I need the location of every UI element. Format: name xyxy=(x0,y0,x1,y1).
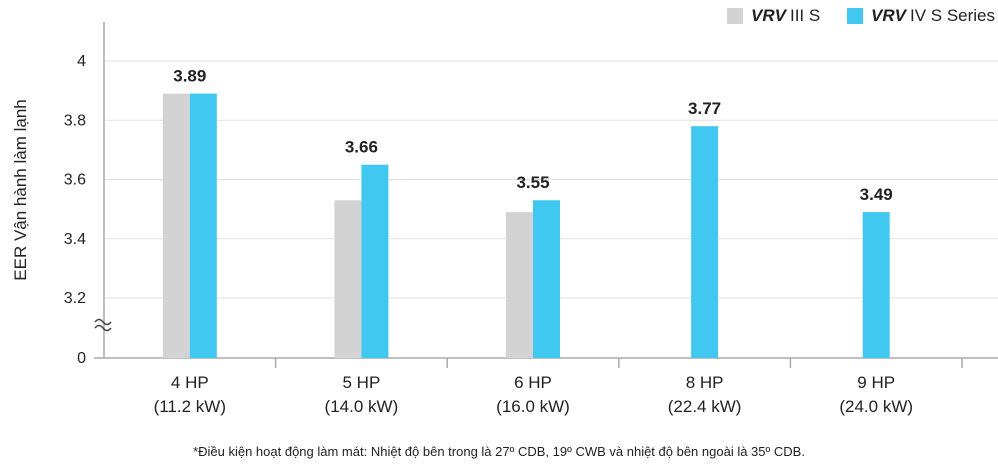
category-label: 9 HP xyxy=(857,373,895,392)
category-label: 6 HP xyxy=(514,373,552,392)
bar-vrv-iii-s xyxy=(162,93,190,359)
bar-vrv-iv-s xyxy=(361,164,389,358)
legend: VRV III S VRV IV S Series xyxy=(0,6,998,30)
y-tick-label: 3.2 xyxy=(64,290,86,307)
footnote: *Điều kiện hoạt động làm mát: Nhiệt độ b… xyxy=(193,444,805,459)
legend-brand: VRV xyxy=(871,6,906,25)
category-label: 4 HP xyxy=(171,373,209,392)
y-tick-label: 3.8 xyxy=(64,112,86,129)
y-tick-label: 3.4 xyxy=(64,231,86,248)
legend-swatch-gray xyxy=(727,8,743,24)
axis-break-icon xyxy=(94,318,112,332)
category-sublabel: (22.4 kW) xyxy=(668,397,742,416)
y-axis-label: EER Vận hành làm lạnh xyxy=(11,99,30,280)
legend-brand: VRV xyxy=(751,6,786,25)
bar-vrv-iv-s xyxy=(862,212,890,358)
category-sublabel: (14.0 kW) xyxy=(325,397,399,416)
legend-swatch-blue xyxy=(847,8,863,24)
data-label: 3.66 xyxy=(345,138,378,157)
y-tick-label: 3.6 xyxy=(64,172,86,189)
legend-item-vrv-iv-s: VRV IV S Series xyxy=(847,6,995,26)
category-label: 8 HP xyxy=(686,373,724,392)
bar-chart: 4 3.8 3.6 3.4 3.2 0 4 HP (11.2 kW) 3.89 5 HP (14.0… xyxy=(11,22,998,416)
bar-vrv-iii-s xyxy=(334,200,362,358)
y-tick-label: 0 xyxy=(77,350,86,367)
legend-label: IV S Series xyxy=(909,6,996,25)
data-label: 3.49 xyxy=(860,185,893,204)
legend-item-vrv-iii-s: VRV III S xyxy=(727,6,820,26)
data-label: 3.77 xyxy=(688,99,721,118)
bar-vrv-iv-s xyxy=(533,200,560,358)
category-sublabel: (16.0 kW) xyxy=(496,397,570,416)
category-label: 5 HP xyxy=(343,373,381,392)
data-label: 3.55 xyxy=(516,173,549,192)
legend-label: III S xyxy=(789,6,821,25)
bar-vrv-iii-s xyxy=(506,212,533,358)
category-sublabel: (11.2 kW) xyxy=(154,397,226,416)
bar-vrv-iv-s xyxy=(189,93,217,359)
y-tick-label: 4 xyxy=(77,53,86,70)
category-sublabel: (24.0 kW) xyxy=(839,397,913,416)
data-label: 3.89 xyxy=(173,67,206,86)
bar-vrv-iv-s xyxy=(691,126,719,358)
